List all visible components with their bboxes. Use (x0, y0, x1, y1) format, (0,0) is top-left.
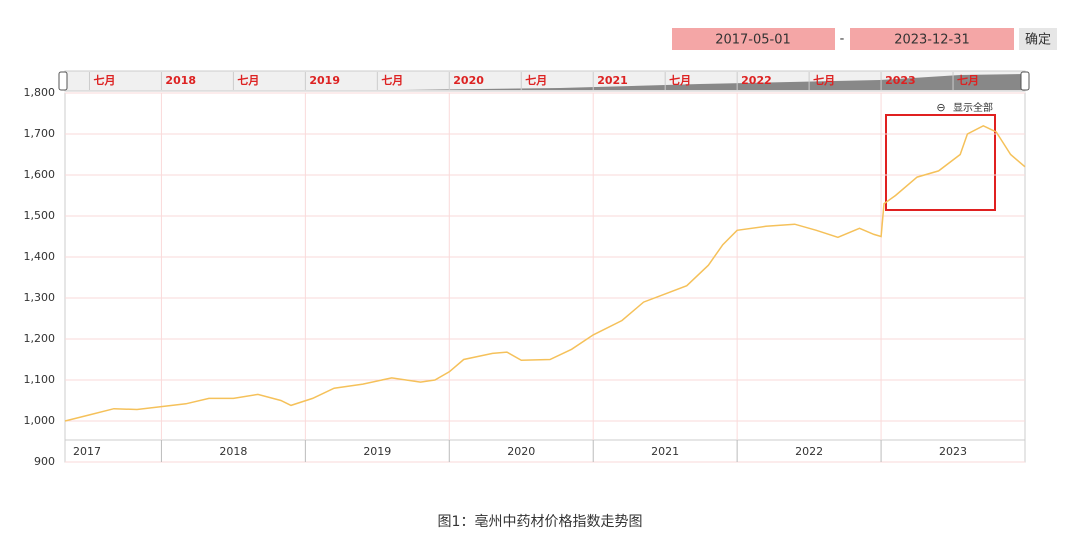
year-label: 2017 (73, 445, 101, 458)
y-tick-label: 1,600 (24, 168, 56, 181)
y-tick-label: 1,300 (24, 291, 56, 304)
year-label: 2020 (507, 445, 535, 458)
navigator-handle[interactable] (58, 71, 68, 91)
navigator-label: 七月 (381, 73, 403, 87)
y-tick-label: 1,700 (24, 127, 56, 140)
y-tick-label: 1,100 (24, 373, 56, 386)
navigator-label: 七月 (93, 73, 115, 87)
navigator-label: 2019 (309, 74, 340, 87)
navigator-label: 七月 (813, 73, 835, 87)
year-label: 2018 (219, 445, 247, 458)
navigator-label: 2020 (453, 74, 484, 87)
year-label: 2021 (651, 445, 679, 458)
start-date-input[interactable] (672, 28, 835, 50)
confirm-button[interactable] (1019, 28, 1057, 50)
zoom-icon[interactable]: ⊖ (936, 101, 945, 114)
y-tick-label: 1,200 (24, 332, 56, 345)
end-date: 2023-12-31 (894, 33, 970, 48)
y-tick-label: 1,400 (24, 250, 56, 263)
navigator-label: 2021 (597, 74, 628, 87)
navigator-label: 七月 (669, 73, 691, 87)
y-tick-label: 1,800 (24, 86, 56, 99)
y-tick-label: 1,000 (24, 414, 56, 427)
y-tick-label: 1,500 (24, 209, 56, 222)
navigator-label: 2018 (165, 74, 196, 87)
navigator-label: 七月 (957, 73, 979, 87)
year-label: 2019 (363, 445, 391, 458)
start-date: 2017-05-01 (715, 33, 791, 48)
navigator-label: 七月 (525, 73, 547, 87)
highlight-box (885, 114, 996, 211)
navigator-label: 七月 (237, 73, 259, 87)
zoom-label[interactable]: 显示全部 (953, 101, 993, 114)
navigator-label: 2022 (741, 74, 772, 87)
series-line (64, 124, 1026, 422)
year-label: 2022 (795, 445, 823, 458)
end-date-input[interactable] (850, 28, 1014, 50)
confirm-label: 确定 (1025, 33, 1051, 48)
y-tick-label: 900 (34, 455, 55, 468)
navigator-handle[interactable] (1020, 71, 1030, 91)
year-label: 2023 (939, 445, 967, 458)
caption: 图1：亳州中药材价格指数走势图 (438, 513, 643, 530)
date-separator: - (840, 32, 845, 47)
navigator-area (65, 74, 1025, 90)
navigator-label: 2023 (885, 74, 916, 87)
